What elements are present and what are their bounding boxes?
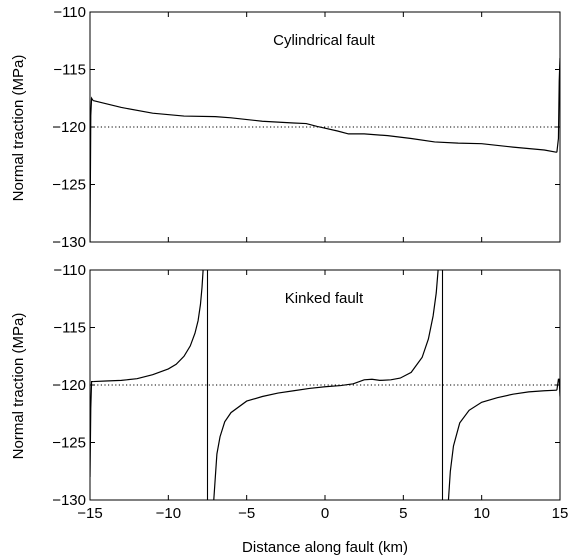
plot-area: −15 −10 −5 0 5 10 15 −110 −115 −120 −125 −130 — [52, 262, 568, 522]
x-tick-label: −15 — [77, 505, 102, 522]
y-tick-label: −130 — [52, 234, 86, 251]
plot-area: −110 −115 −120 −125 −130 — [52, 4, 561, 251]
series-line — [447, 389, 557, 500]
panel-kinked-fault: −15 −10 −5 0 5 10 15 −110 −115 −120 −125 −130 Kinke… — [10, 262, 568, 522]
y-tick-label: −110 — [53, 262, 86, 279]
series-line — [92, 99, 557, 153]
series-line — [93, 270, 204, 383]
y-tick-label: −115 — [53, 62, 86, 79]
panel-cylindrical-fault: −110 −115 −120 −125 −130 Cylindrical fault N… — [10, 4, 561, 251]
y-tick-label: −115 — [53, 320, 86, 337]
y-tick-label: −125 — [52, 435, 86, 452]
x-axis-label: Distance along fault (km) — [242, 539, 408, 556]
x-tick-label: 0 — [321, 505, 329, 522]
x-tick-label: 10 — [473, 505, 490, 522]
y-axis-label: Normal traction (MPa) — [10, 55, 27, 202]
y-tick-label: −120 — [52, 377, 86, 394]
y-tick-label: −110 — [53, 4, 86, 21]
series-line — [213, 270, 439, 500]
panel-title: Cylindrical fault — [273, 32, 376, 49]
y-tick-label: −125 — [52, 177, 86, 194]
x-tick-label: −5 — [238, 505, 255, 522]
x-tick-label: 5 — [399, 505, 407, 522]
x-tick-label: 15 — [552, 505, 569, 522]
panel-title: Kinked fault — [285, 290, 364, 307]
y-tick-label: −130 — [52, 492, 86, 509]
y-axis-label: Normal traction (MPa) — [10, 313, 27, 460]
x-tick-label: −10 — [156, 505, 181, 522]
y-tick-label: −120 — [52, 119, 86, 136]
